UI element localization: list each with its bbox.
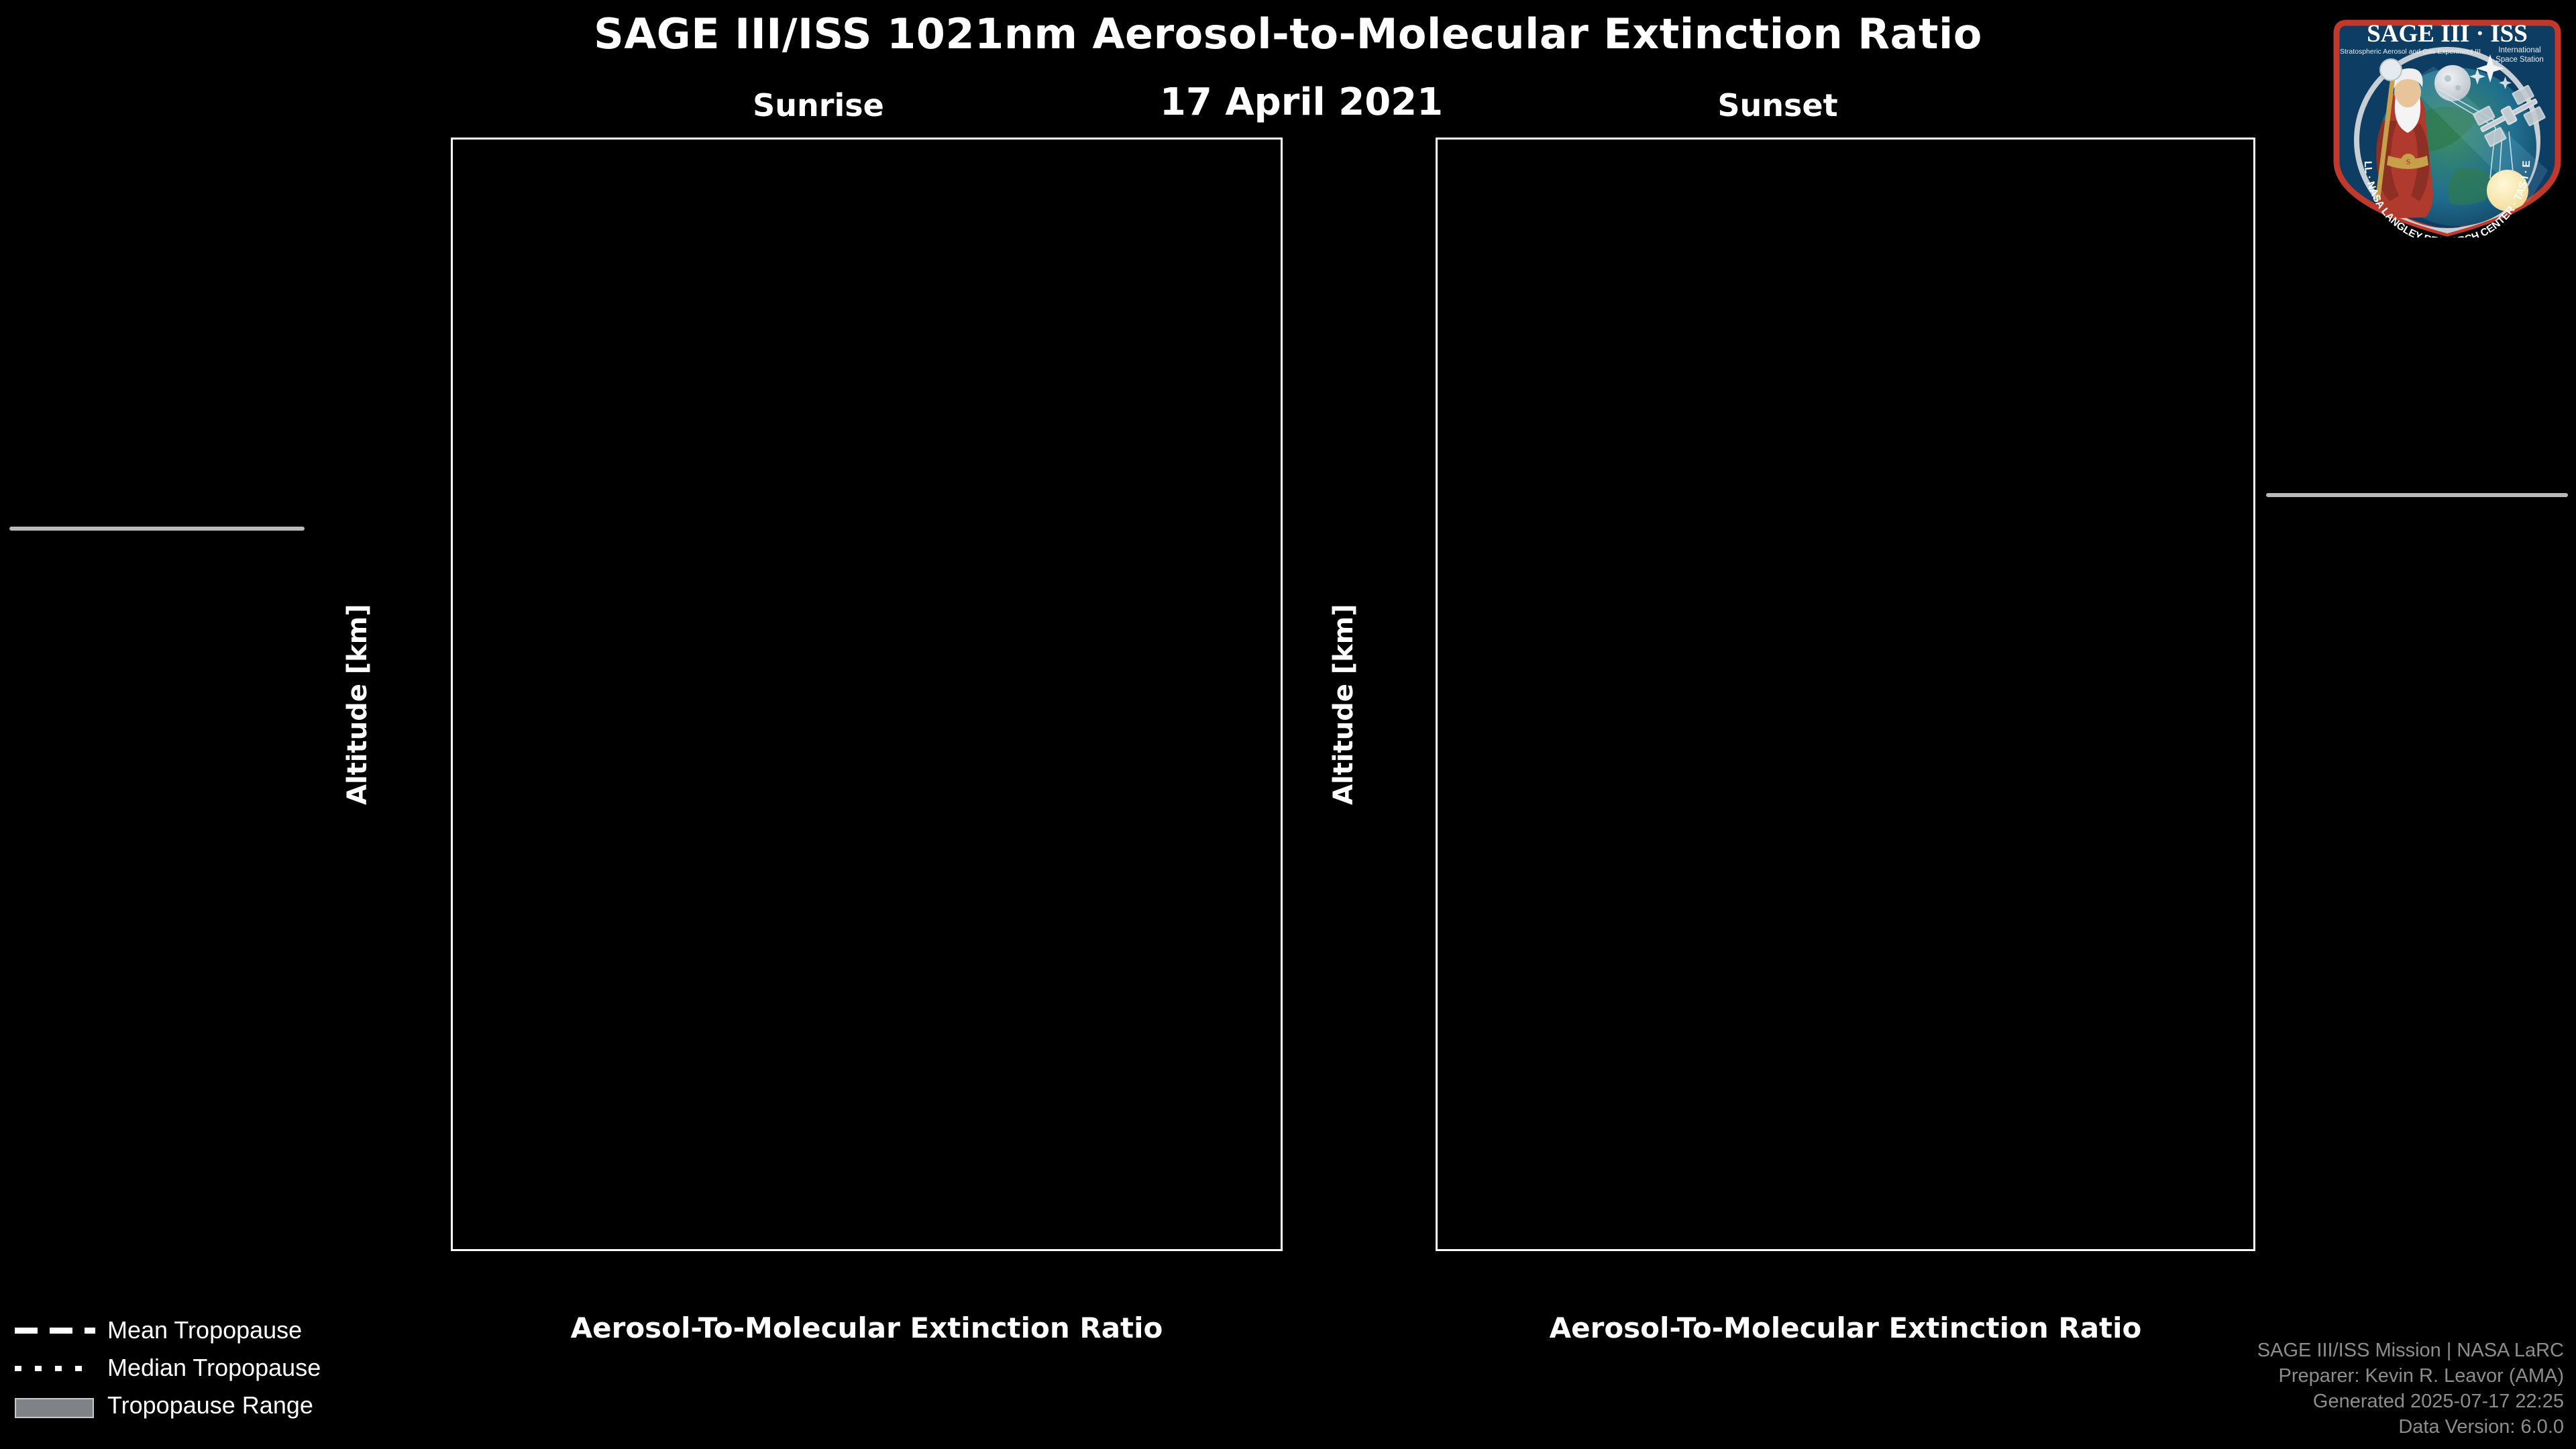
logo-subtitle-1: Stratospheric Aerosol and Gas Experiment…: [2340, 48, 2481, 56]
logo-sage-figure: S: [2375, 58, 2433, 219]
left-panel-subtitle: Sunrise: [753, 87, 884, 123]
legend-item-tropopause-range: Tropopause Range: [15, 1387, 321, 1424]
sunrise-x-axis-label: Aerosol-To-Molecular Extinction Ratio: [570, 1311, 1163, 1344]
credit-preparer: Preparer: Kevin R. Leavor (AMA): [2278, 1365, 2564, 1387]
page-title: SAGE III/ISS 1021nm Aerosol-to-Molecular…: [594, 9, 1982, 58]
logo-iss: [2473, 85, 2546, 148]
logo-title: SAGE III · ISS: [2367, 20, 2528, 48]
dashed-line-icon: [15, 1322, 95, 1339]
legend-item-median-tropopause: Median Tropopause: [15, 1349, 321, 1387]
legend-label-range: Tropopause Range: [107, 1391, 313, 1419]
logo-sun: [2487, 170, 2528, 211]
sunset-plot-area: [1436, 138, 2255, 1251]
svg-text:S: S: [2406, 157, 2411, 166]
legend-label-median: Median Tropopause: [107, 1354, 321, 1381]
dotted-line-icon: [15, 1359, 95, 1377]
sage-iii-iss-logo: S SAGE III · ISS Stratospheric Aerosol a…: [2322, 0, 2568, 248]
sunset-y-axis-label: Altitude [km]: [1328, 604, 1359, 805]
tropopause-legend: Mean Tropopause Median Tropopause Tropop…: [15, 1311, 321, 1424]
logo-subtitle-2: International: [2498, 46, 2540, 54]
observation-date: 17 April 2021: [1159, 80, 1444, 124]
right-panel-subtitle: Sunset: [1717, 87, 1838, 123]
logo-stars: [2469, 54, 2512, 89]
credit-data-version: Data Version: 6.0.0: [2398, 1416, 2564, 1438]
credit-generated: Generated 2025-07-17 22:25: [2312, 1391, 2564, 1412]
legend-item-mean-tropopause: Mean Tropopause: [15, 1311, 321, 1349]
logo-moon: [2434, 65, 2471, 101]
credit-block: SAGE III/ISS Mission | NASA LaRC Prepare…: [2257, 1338, 2564, 1440]
sunrise-y-axis-label: Altitude [km]: [342, 604, 373, 805]
sunset-legend[interactable]: [2266, 493, 2568, 497]
sunset-x-axis-label: Aerosol-To-Molecular Extinction Ratio: [1549, 1311, 2142, 1344]
logo-subtitle-3: Space Station: [2496, 56, 2544, 64]
filled-band-icon: [15, 1397, 95, 1418]
legend-label-mean: Mean Tropopause: [107, 1316, 303, 1344]
sunrise-plot-area: [451, 138, 1283, 1251]
logo-ring: [2354, 47, 2540, 233]
sunrise-legend[interactable]: [9, 527, 305, 531]
credit-mission: SAGE III/ISS Mission | NASA LaRC: [2257, 1340, 2564, 1361]
